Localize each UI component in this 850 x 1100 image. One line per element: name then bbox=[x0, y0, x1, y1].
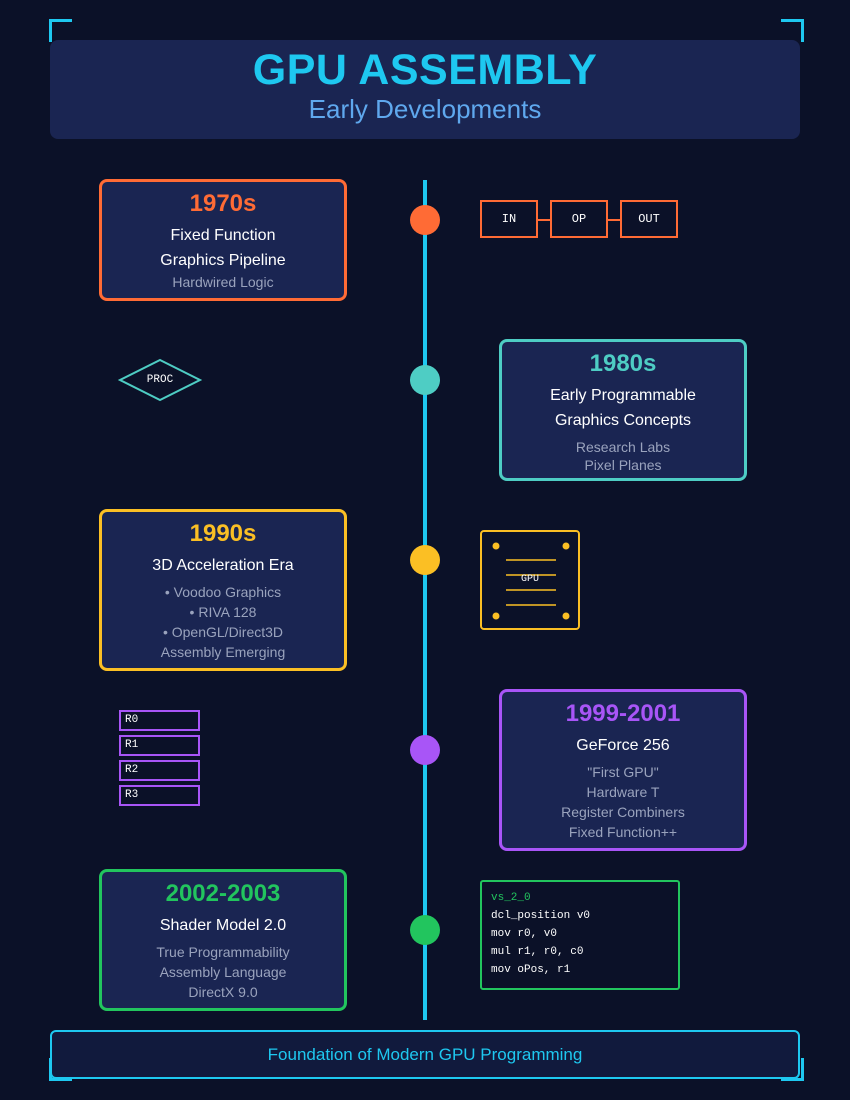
corner-bracket-bottom-right bbox=[781, 1058, 804, 1081]
proc-diamond-icon bbox=[118, 358, 202, 402]
page-title: GPU ASSEMBLY bbox=[252, 46, 598, 94]
register-box: R2 bbox=[119, 760, 200, 781]
era-detail: • OpenGL/Direct3D bbox=[162, 624, 284, 640]
era-card-1970s: 1970s Fixed Function Graphics Pipeline H… bbox=[99, 179, 347, 301]
chip-label: GPU bbox=[520, 574, 539, 585]
pipeline-stage-out: OUT bbox=[620, 200, 678, 238]
era-card-1990s: 1990s 3D Acceleration Era • Voodoo Graph… bbox=[99, 509, 347, 671]
corner-bracket-top-right bbox=[781, 19, 804, 42]
era-line: GeForce 256 bbox=[576, 737, 670, 754]
era-line: Shader Model 2.0 bbox=[159, 917, 287, 934]
code-line: vs_2_0 bbox=[491, 892, 531, 904]
pipeline-connector bbox=[608, 219, 620, 221]
register-box: R1 bbox=[119, 735, 200, 756]
era-detail: Pixel Planes bbox=[584, 457, 662, 473]
era-detail: Hardwired Logic bbox=[172, 274, 274, 290]
era-title: 1980s bbox=[589, 350, 657, 377]
era-detail: True Programmability bbox=[156, 944, 290, 960]
pipeline-connector bbox=[538, 219, 550, 221]
pipeline-stage-op: OP bbox=[550, 200, 608, 238]
gpu-chip-icon: GPU bbox=[480, 530, 580, 630]
era-detail: Assembly Language bbox=[159, 964, 287, 980]
footer-banner: Foundation of Modern GPU Programming bbox=[50, 1030, 800, 1079]
era-detail: Fixed Function++ bbox=[568, 824, 678, 840]
era-detail: • RIVA 128 bbox=[189, 604, 257, 620]
era-line: Fixed Function bbox=[170, 227, 276, 244]
era-title: 1970s bbox=[189, 190, 257, 217]
era-line: 3D Acceleration Era bbox=[152, 557, 294, 574]
era-card-1980s: 1980s Early Programmable Graphics Concep… bbox=[499, 339, 747, 481]
code-line: mul r1, r0, c0 bbox=[491, 946, 584, 958]
timeline-dot-1970s bbox=[410, 205, 440, 235]
register-box: R3 bbox=[119, 785, 200, 806]
era-card-2002-2003: 2002-2003 Shader Model 2.0 True Programm… bbox=[99, 869, 347, 1011]
code-line: mov oPos, r1 bbox=[491, 964, 571, 976]
era-title: 1999-2001 bbox=[565, 700, 681, 727]
code-line: mov r0, v0 bbox=[491, 928, 558, 940]
code-line: dcl_position v0 bbox=[491, 910, 591, 922]
page-subtitle: Early Developments bbox=[308, 94, 542, 124]
header-banner: GPU ASSEMBLY Early Developments bbox=[50, 40, 800, 139]
proc-label: PROC bbox=[146, 374, 174, 386]
era-line: Graphics Concepts bbox=[554, 412, 692, 429]
timeline-dot-2002-2003 bbox=[410, 915, 440, 945]
era-detail: "First GPU" bbox=[587, 764, 659, 780]
era-line: Graphics Pipeline bbox=[160, 252, 286, 269]
era-detail: Assembly Emerging bbox=[160, 644, 286, 660]
code-snippet: vs_2_0 dcl_position v0 mov r0, v0 mul r1… bbox=[480, 880, 680, 990]
timeline-axis bbox=[423, 180, 427, 1020]
corner-bracket-top-left bbox=[49, 19, 72, 42]
era-detail: • Voodoo Graphics bbox=[164, 584, 282, 600]
register-box: R0 bbox=[119, 710, 200, 731]
era-title: 1990s bbox=[189, 520, 257, 547]
era-line: Early Programmable bbox=[550, 387, 696, 404]
timeline-dot-1980s bbox=[410, 365, 440, 395]
corner-bracket-bottom-left bbox=[49, 1058, 72, 1081]
timeline-dot-1990s bbox=[410, 545, 440, 575]
era-title: 2002-2003 bbox=[165, 880, 281, 907]
pipeline-stage-in: IN bbox=[480, 200, 538, 238]
era-detail: Research Labs bbox=[575, 439, 671, 455]
era-detail: DirectX 9.0 bbox=[188, 984, 258, 1000]
era-card-1999-2001: 1999-2001 GeForce 256 "First GPU" Hardwa… bbox=[499, 689, 747, 851]
era-detail: Register Combiners bbox=[561, 804, 685, 820]
era-detail: Hardware T bbox=[586, 784, 660, 800]
timeline-dot-1999-2001 bbox=[410, 735, 440, 765]
